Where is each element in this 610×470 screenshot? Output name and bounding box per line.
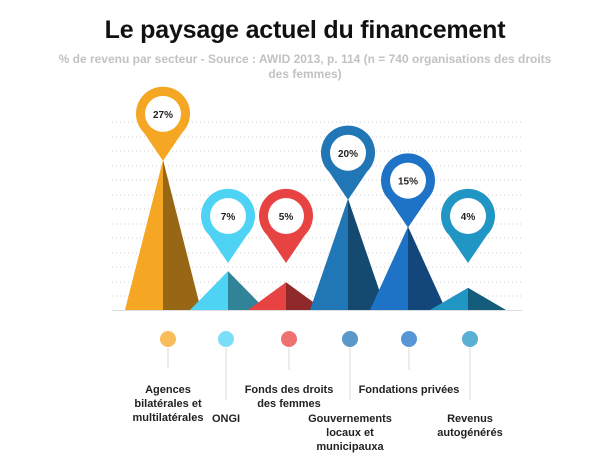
category-label: Revenus autogénérés xyxy=(437,413,503,439)
peak-left-face xyxy=(190,271,228,310)
category-marker-2 xyxy=(218,331,234,400)
value-label: 27% xyxy=(153,110,173,121)
category-dot xyxy=(401,331,417,347)
pin-inner xyxy=(330,134,366,171)
category-dot xyxy=(160,331,176,347)
category-marker-6 xyxy=(462,331,478,400)
pin-inner xyxy=(450,198,486,234)
value-pin-6: 4% xyxy=(440,188,495,263)
peak-left-face xyxy=(310,198,348,310)
value-label: 20% xyxy=(338,149,358,160)
value-pin-2: 7% xyxy=(201,188,256,263)
category-label: Fondations privées xyxy=(358,384,460,396)
category-dot xyxy=(281,331,297,347)
category-label: Fonds des droits des femmes xyxy=(244,384,334,410)
category-dot xyxy=(462,331,478,347)
peak-right-face xyxy=(163,159,201,310)
peak-5 xyxy=(370,226,446,310)
peak-6 xyxy=(430,287,506,310)
pin-inner xyxy=(145,95,181,132)
peak-right-face xyxy=(228,271,266,310)
value-label: 5% xyxy=(279,212,294,223)
peak-left-face xyxy=(125,159,163,310)
value-label: 7% xyxy=(221,212,236,223)
value-pin-5: 15% xyxy=(380,153,435,228)
pin-inner xyxy=(268,198,304,234)
peak-right-face xyxy=(286,282,324,310)
value-label: 4% xyxy=(461,212,476,223)
value-pin-3: 5% xyxy=(258,188,313,263)
category-marker-5 xyxy=(401,331,417,370)
category-label: Gouvernements locaux et municipauxa xyxy=(308,413,392,453)
peak-3 xyxy=(248,282,324,310)
category-dot xyxy=(342,331,358,347)
category-dot xyxy=(218,331,234,347)
peak-right-face xyxy=(408,226,446,310)
pin-inner xyxy=(210,198,246,234)
peak-left-face xyxy=(430,287,468,310)
value-pin-1: 27% xyxy=(135,86,190,161)
value-pin-4: 20% xyxy=(321,125,375,200)
chart-subtitle: % de revenu par secteur - Source : AWID … xyxy=(58,52,552,81)
peak-4 xyxy=(310,198,386,310)
peak-right-face xyxy=(348,198,386,310)
peak-left-face xyxy=(370,226,408,310)
category-marker-4 xyxy=(342,331,358,400)
peak-2 xyxy=(190,271,266,310)
category-marker-1 xyxy=(160,331,176,368)
category-marker-3 xyxy=(281,331,297,370)
pin-inner xyxy=(390,162,426,199)
value-label: 15% xyxy=(398,177,418,188)
chart-title: Le paysage actuel du financement xyxy=(104,16,506,44)
category-label: Agences bilatérales et multilatérales xyxy=(132,384,204,424)
category-label: ONGI xyxy=(211,413,241,425)
peak-left-face xyxy=(248,282,286,310)
peak-1 xyxy=(125,159,201,310)
peak-right-face xyxy=(468,287,506,310)
